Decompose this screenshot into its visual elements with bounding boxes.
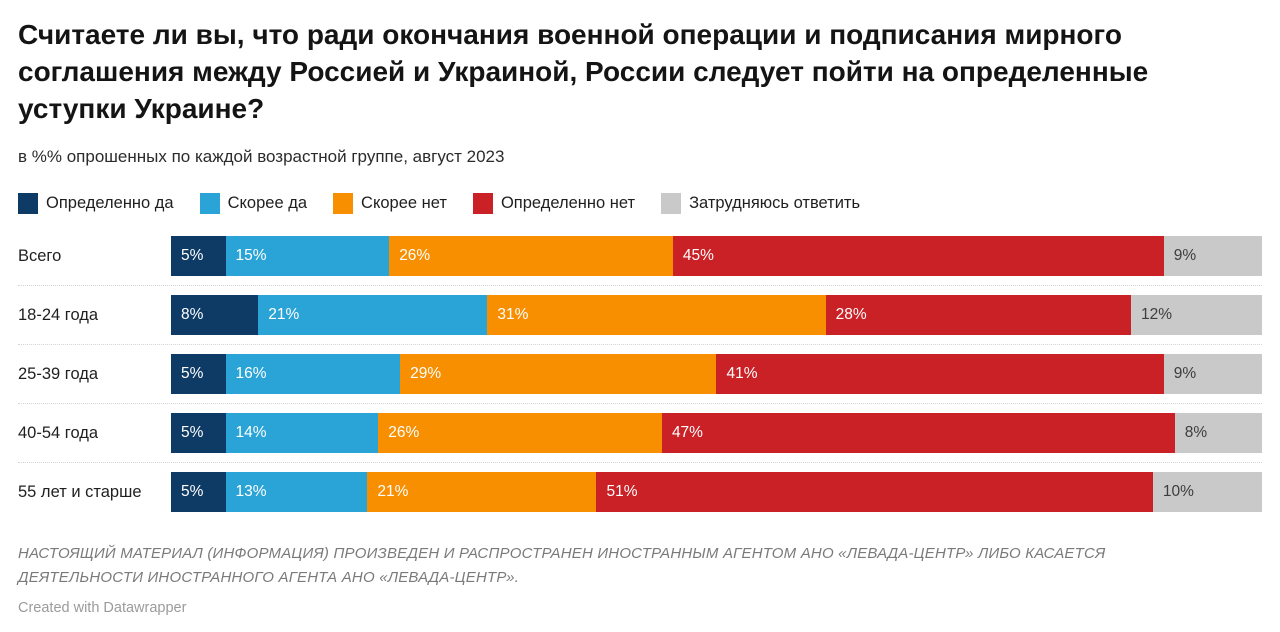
bar-segment: 26% (378, 413, 662, 453)
bar-segment: 29% (400, 354, 717, 394)
legend-swatch-icon (18, 193, 38, 214)
bar-segment-value: 26% (399, 247, 431, 264)
bar-segment: 16% (225, 354, 401, 394)
stacked-bar: 5% 13% 21% 51% 10% (171, 472, 1262, 512)
legend-item: Определенно да (18, 193, 174, 214)
row-label: 18-24 года (18, 305, 99, 324)
row-label: 40-54 года (18, 423, 99, 442)
bar-segment-value: 5% (181, 365, 204, 382)
bar-segment: 15% (225, 236, 390, 276)
bar-segment-value: 9% (1173, 247, 1197, 264)
datawrapper-credit: Created with Datawrapper (18, 600, 187, 616)
bar-segment: 8% (1174, 413, 1262, 453)
bar-segment-value: 5% (181, 483, 204, 500)
bar-segment-value: 12% (1141, 306, 1173, 323)
bar-segment: 5% (171, 236, 226, 276)
row-separator (18, 462, 1262, 463)
bar-segment-value: 26% (388, 424, 420, 441)
bar-segment-value: 16% (235, 365, 267, 382)
bar-segment: 21% (367, 472, 597, 512)
bar-segment-value: 10% (1162, 483, 1194, 500)
bar-segment-value: 28% (835, 306, 867, 323)
bar-segment: 5% (171, 413, 226, 453)
row-separator (18, 403, 1262, 404)
bar-segment: 12% (1131, 295, 1262, 335)
bar-segment: 5% (171, 472, 226, 512)
bar-row: Всего 5% 15% 26% 45% 9% (18, 236, 1262, 276)
row-label: Всего (18, 246, 62, 265)
legend-label: Определенно нет (500, 194, 636, 212)
bar-segment: 31% (487, 295, 826, 335)
legend-swatch-icon (661, 193, 682, 214)
bar-row: 18-24 года 8% 21% 31% 28% 12% (18, 295, 1262, 335)
bar-segment: 14% (225, 413, 379, 453)
bar-row: 40-54 года 5% 14% 26% 47% 8% (18, 413, 1262, 453)
bar-segment: 26% (389, 236, 673, 276)
bar-segment-value: 21% (268, 306, 300, 323)
bar-segment-value: 47% (671, 424, 703, 441)
bar-segment: 21% (258, 295, 488, 335)
legend-label: Затрудняюсь ответить (689, 194, 861, 212)
stacked-bar: 8% 21% 31% 28% 12% (171, 295, 1262, 335)
row-label: 25-39 года (18, 364, 99, 383)
bar-segment-value: 13% (235, 483, 267, 500)
bar-segment-value: 29% (410, 365, 442, 382)
bar-segment-value: 51% (606, 483, 638, 500)
legend-swatch-icon (199, 193, 220, 214)
bar-segment: 47% (661, 413, 1175, 453)
legend: Определенно да Скорее да Скорее нет Определ… (18, 193, 1262, 214)
bar-segment: 45% (672, 236, 1164, 276)
legend-item: Определенно нет (472, 193, 636, 214)
bar-segment: 13% (225, 472, 368, 512)
row-separator (18, 344, 1262, 345)
chart-subtitle: в %% опрошенных по каждой возрастной гру… (18, 147, 505, 166)
bar-segment-value: 9% (1173, 365, 1197, 382)
bar-segment: 9% (1163, 354, 1262, 394)
legend-swatch-icon (472, 193, 493, 214)
stacked-bar: 5% 15% 26% 45% 9% (171, 236, 1262, 276)
bar-row: 55 лет и старше 5% 13% 21% 51% 10% (18, 472, 1262, 512)
legend-item: Скорее нет (333, 193, 447, 214)
bar-segment-value: 41% (726, 365, 758, 382)
legend-label: Скорее да (227, 194, 308, 212)
chart-title: Считаете ли вы, что ради окончания военн… (18, 19, 1149, 124)
stacked-bar: 5% 16% 29% 41% 9% (171, 354, 1262, 394)
bar-segment: 41% (716, 354, 1164, 394)
bar-segment: 5% (171, 354, 226, 394)
bar-segment: 10% (1152, 472, 1262, 512)
bar-segment-value: 5% (181, 424, 204, 441)
bar-segment-value: 5% (181, 247, 204, 264)
bar-segment-value: 15% (235, 247, 267, 264)
legend-item: Затрудняюсь ответить (661, 193, 860, 214)
bar-segment: 51% (596, 472, 1153, 512)
bar-segment-value: 21% (377, 483, 409, 500)
row-separator (18, 285, 1262, 286)
legend-label: Определенно да (46, 194, 174, 212)
bar-segment-value: 45% (682, 247, 714, 264)
bar-row: 25-39 года 5% 16% 29% 41% 9% (18, 354, 1262, 394)
foreign-agent-disclaimer: НАСТОЯЩИЙ МАТЕРИАЛ (ИНФОРМАЦИЯ) ПРОИЗВЕД… (18, 545, 1106, 586)
bar-segment-value: 8% (1184, 424, 1208, 441)
stacked-bar: 5% 14% 26% 47% 8% (171, 413, 1262, 453)
stacked-bar-chart: Всего 5% 15% 26% 45% 9% 18-24 года 8% 21% 31% 28% 1… (18, 236, 1262, 512)
legend-item: Скорее да (199, 193, 308, 214)
bar-segment: 28% (825, 295, 1132, 335)
bar-segment-value: 31% (497, 306, 529, 323)
bar-segment: 8% (171, 295, 259, 335)
bar-segment: 9% (1163, 236, 1262, 276)
row-label: 55 лет и старше (18, 482, 142, 501)
bar-segment-value: 14% (235, 424, 267, 441)
legend-swatch-icon (333, 193, 354, 214)
legend-label: Скорее нет (361, 194, 447, 212)
bar-segment-value: 8% (181, 306, 204, 323)
